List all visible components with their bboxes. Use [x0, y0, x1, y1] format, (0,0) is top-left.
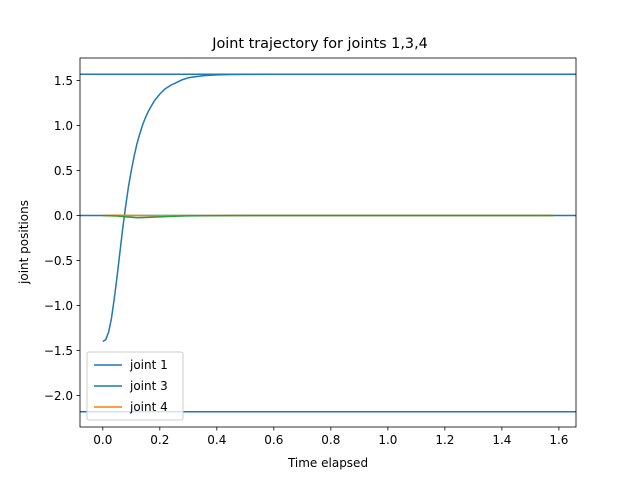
legend: joint 1 joint 3 joint 4	[86, 351, 184, 421]
y-tick-label: −2.0	[44, 389, 73, 403]
series-line-joint-1	[102, 73, 554, 343]
x-tick-label: 0.2	[150, 433, 169, 447]
x-tick-label: 0.6	[264, 433, 283, 447]
x-tick-label: 1.4	[492, 433, 511, 447]
legend-box	[86, 351, 184, 421]
x-tick-label: 0.0	[93, 433, 112, 447]
x-tick-label: 1.6	[549, 433, 568, 447]
legend-label-joint-3: joint 3	[129, 379, 168, 393]
legend-label-joint-1: joint 1	[129, 358, 168, 372]
y-axis-title: joint positions	[17, 200, 31, 285]
x-tick-label: 0.4	[207, 433, 226, 447]
x-tick-label: 1.2	[435, 433, 454, 447]
series-line-joint-3	[102, 214, 554, 219]
legend-label-joint-4: joint 4	[129, 400, 168, 414]
y-tick-label: 1.5	[54, 74, 73, 88]
y-tick-label: −0.5	[44, 254, 73, 268]
y-tick-label: 0.0	[54, 209, 73, 223]
x-tick-label: 1.0	[378, 433, 397, 447]
y-tick-label: −1.5	[44, 344, 73, 358]
y-axis: 1.5 1.0 0.5 0.0 −0.5 −1.0 −1.5 −2.0	[44, 74, 80, 403]
x-axis-title: Time elapsed	[287, 456, 368, 470]
y-tick-label: 1.0	[54, 119, 73, 133]
plot-frame	[79, 57, 577, 428]
x-tick-label: 0.8	[321, 433, 340, 447]
chart-title: Joint trajectory for joints 1,3,4	[211, 36, 428, 52]
y-tick-label: 0.5	[54, 164, 73, 178]
y-tick-label: −1.0	[44, 299, 73, 313]
x-axis: 0.0 0.2 0.4 0.6 0.8 1.0 1.2 1.4 1.6	[93, 427, 568, 447]
